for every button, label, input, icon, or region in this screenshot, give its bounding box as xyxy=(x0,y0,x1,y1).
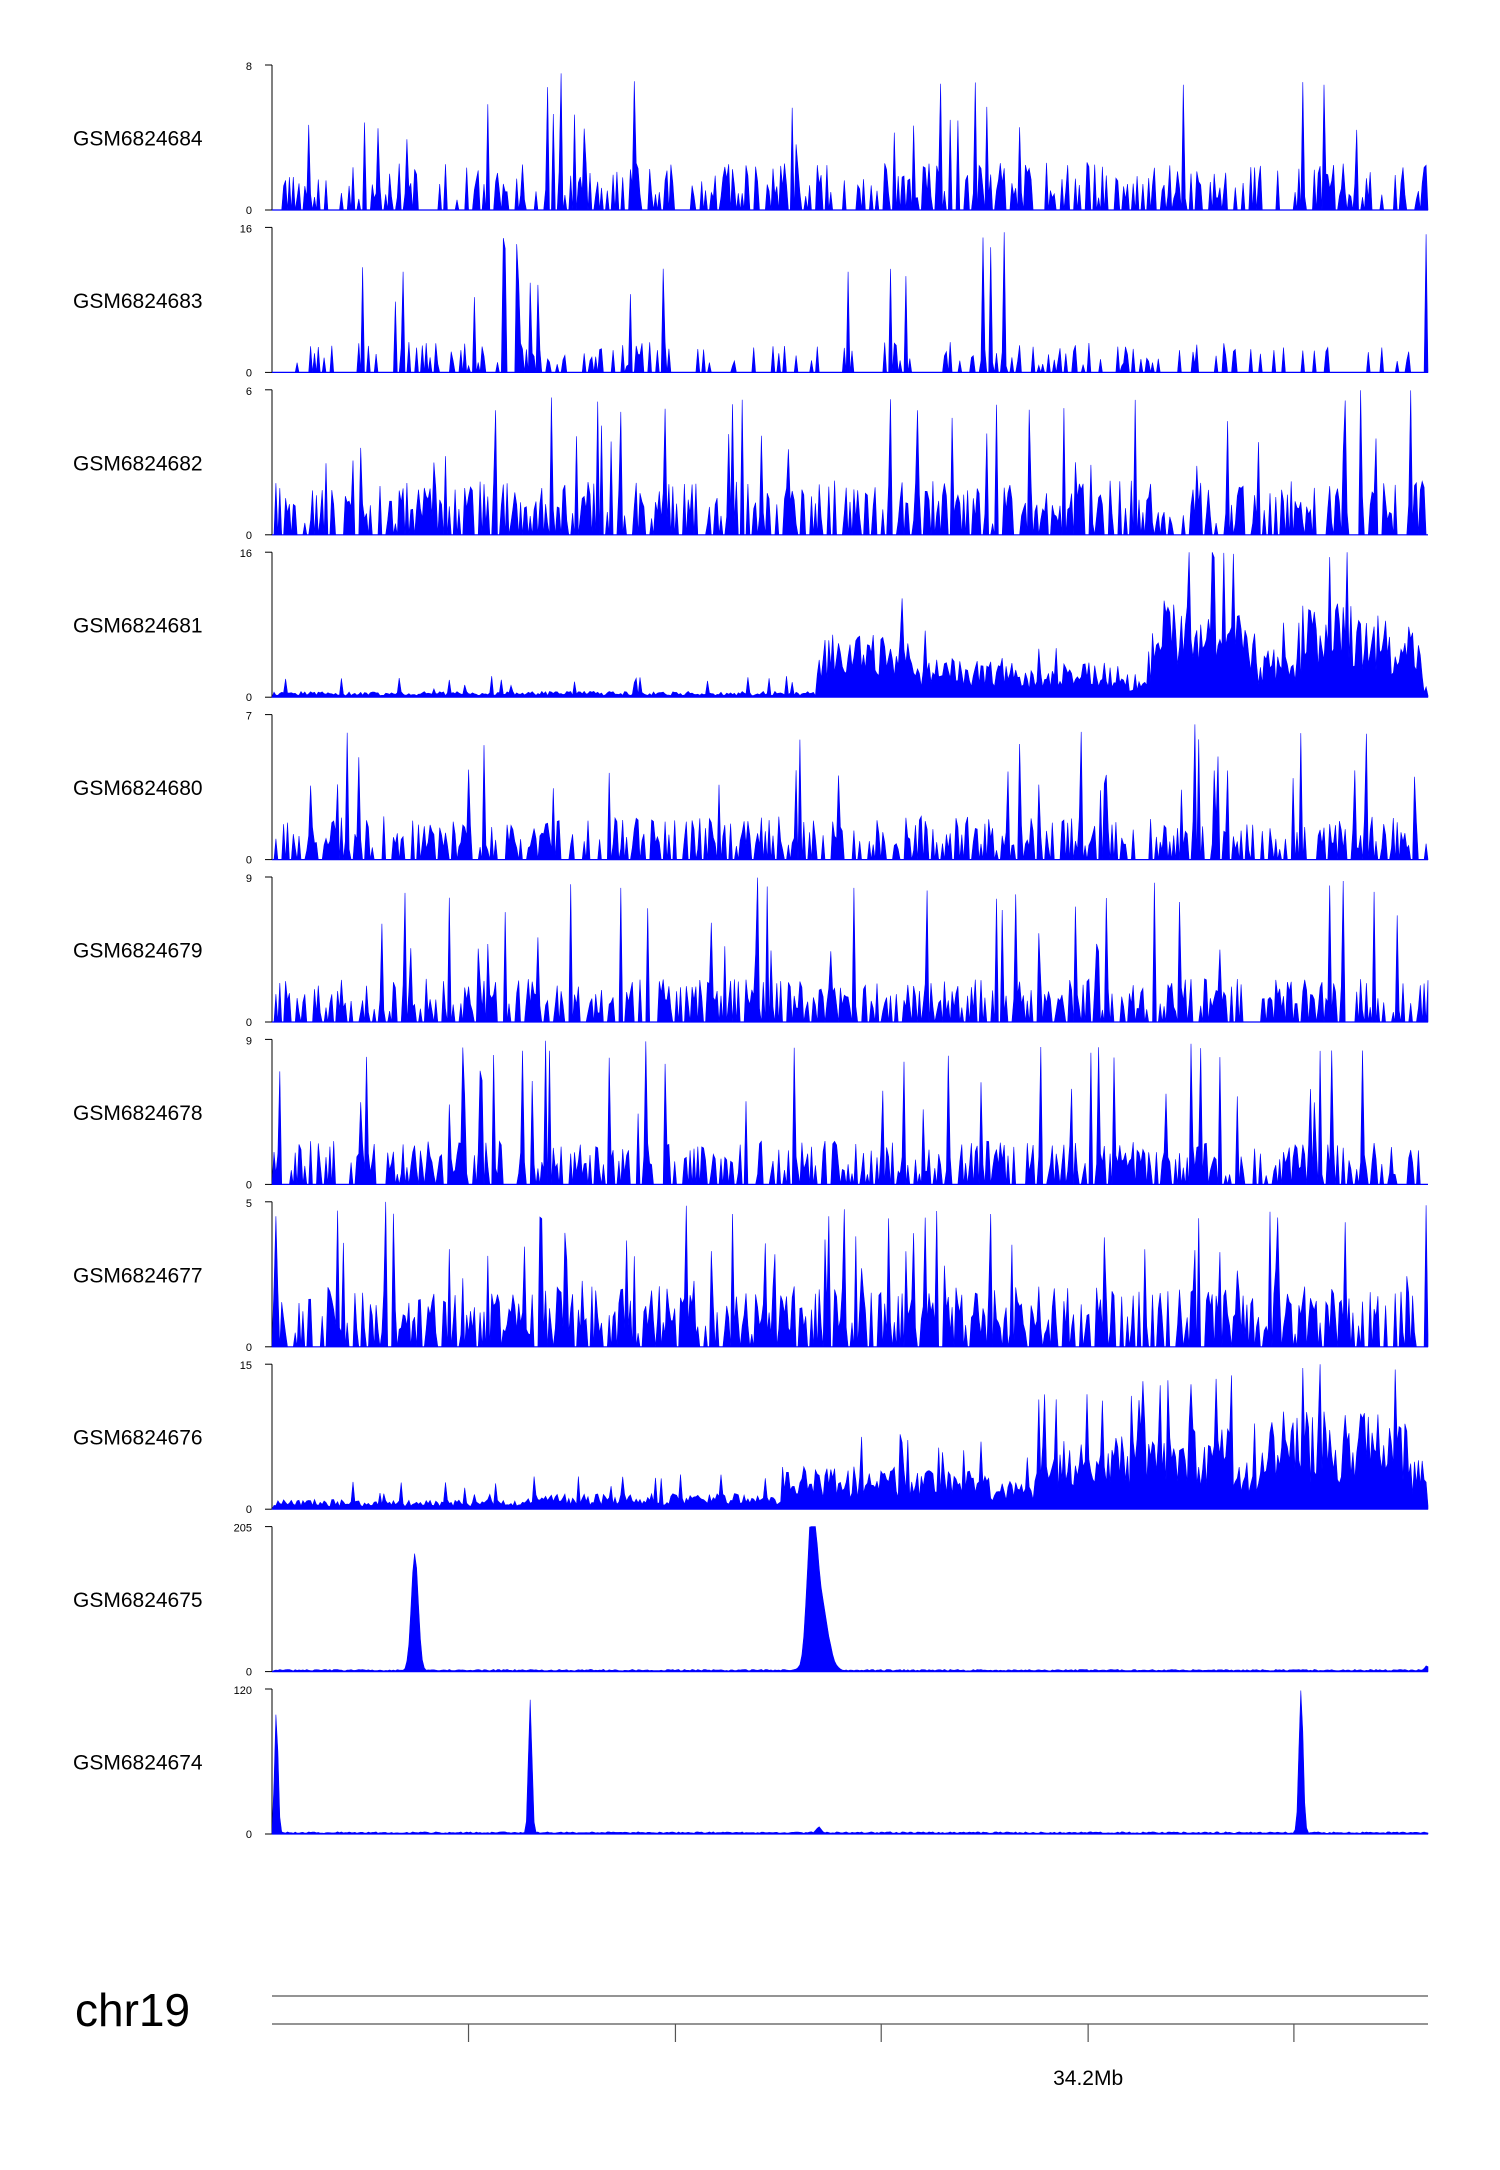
track-label: GSM6824674 xyxy=(73,1752,203,1775)
signal-area xyxy=(271,1040,1428,1185)
track-label: GSM6824679 xyxy=(73,940,203,963)
y-tick-label-max: 16 xyxy=(240,223,252,235)
track-GSM6824679: GSM6824679 9 0 xyxy=(73,873,1429,1029)
track-GSM6824683: GSM6824683 16 0 xyxy=(73,223,1429,379)
y-tick-label-min: 0 xyxy=(246,855,252,867)
signal-area xyxy=(271,552,1429,698)
track-GSM6824681: GSM6824681 16 0 xyxy=(73,548,1429,704)
track-GSM6824680: GSM6824680 7 0 xyxy=(73,711,1429,867)
y-tick-label-min: 0 xyxy=(246,1667,252,1679)
signal-area xyxy=(272,390,1428,536)
signal-area xyxy=(271,1364,1429,1510)
signal-area xyxy=(272,73,1429,211)
y-tick-label-min: 0 xyxy=(246,1829,252,1841)
track-label: GSM6824678 xyxy=(73,1102,203,1125)
track-GSM6824677: GSM6824677 5 0 xyxy=(73,1198,1429,1354)
tracks-group: GSM682468480GSM6824683160GSM682468260GSM… xyxy=(73,61,1429,1841)
y-tick-label-max: 9 xyxy=(246,873,252,885)
y-tick-label-max: 15 xyxy=(240,1360,252,1372)
y-tick-label-max: 8 xyxy=(246,61,252,73)
track-GSM6824682: GSM6824682 6 0 xyxy=(73,386,1428,542)
track-GSM6824674: GSM6824674 120 0 xyxy=(73,1685,1429,1841)
track-GSM6824676: GSM6824676 15 0 xyxy=(73,1360,1429,1516)
track-label: GSM6824680 xyxy=(73,777,203,800)
y-tick-label-min: 0 xyxy=(246,530,252,542)
track-label: GSM6824675 xyxy=(73,1589,203,1612)
track-GSM6824675: GSM6824675 205 0 xyxy=(73,1523,1429,1679)
track-label: GSM6824677 xyxy=(73,1264,203,1287)
y-tick-label-max: 5 xyxy=(246,1198,252,1210)
signal-area xyxy=(271,1201,1429,1348)
y-tick-label-min: 0 xyxy=(246,1504,252,1516)
track-label: GSM6824681 xyxy=(73,615,203,638)
signal-area xyxy=(272,724,1429,860)
y-tick-label-min: 0 xyxy=(246,1017,252,1029)
y-tick-label-max: 6 xyxy=(246,386,252,398)
signal-area xyxy=(272,232,1429,373)
signal-area xyxy=(271,1690,1429,1835)
y-tick-label-min: 0 xyxy=(246,1179,252,1191)
y-tick-label-max: 205 xyxy=(234,1523,252,1535)
track-GSM6824678: GSM6824678 9 0 xyxy=(73,1035,1428,1191)
y-tick-label-max: 120 xyxy=(234,1685,252,1697)
track-label: GSM6824684 xyxy=(73,128,203,151)
signal-area xyxy=(271,1526,1429,1672)
y-tick-label-min: 0 xyxy=(246,1342,252,1354)
track-label: GSM6824676 xyxy=(73,1427,203,1450)
y-tick-label-min: 0 xyxy=(246,692,252,704)
genome-axis: chr19 34.2Mb xyxy=(75,1984,1428,2090)
track-GSM6824684: GSM6824684 8 0 xyxy=(73,61,1429,217)
y-tick-label-max: 16 xyxy=(240,548,252,560)
scale-tick-label: 34.2Mb xyxy=(1053,2067,1123,2090)
track-label: GSM6824683 xyxy=(73,290,203,313)
y-tick-label-max: 7 xyxy=(246,711,252,723)
chromosome-label: chr19 xyxy=(75,1984,190,2036)
track-label: GSM6824682 xyxy=(73,452,203,475)
y-tick-label-max: 9 xyxy=(246,1035,252,1047)
y-tick-label-min: 0 xyxy=(246,367,252,379)
signal-area xyxy=(272,877,1429,1023)
y-tick-label-min: 0 xyxy=(246,205,252,217)
